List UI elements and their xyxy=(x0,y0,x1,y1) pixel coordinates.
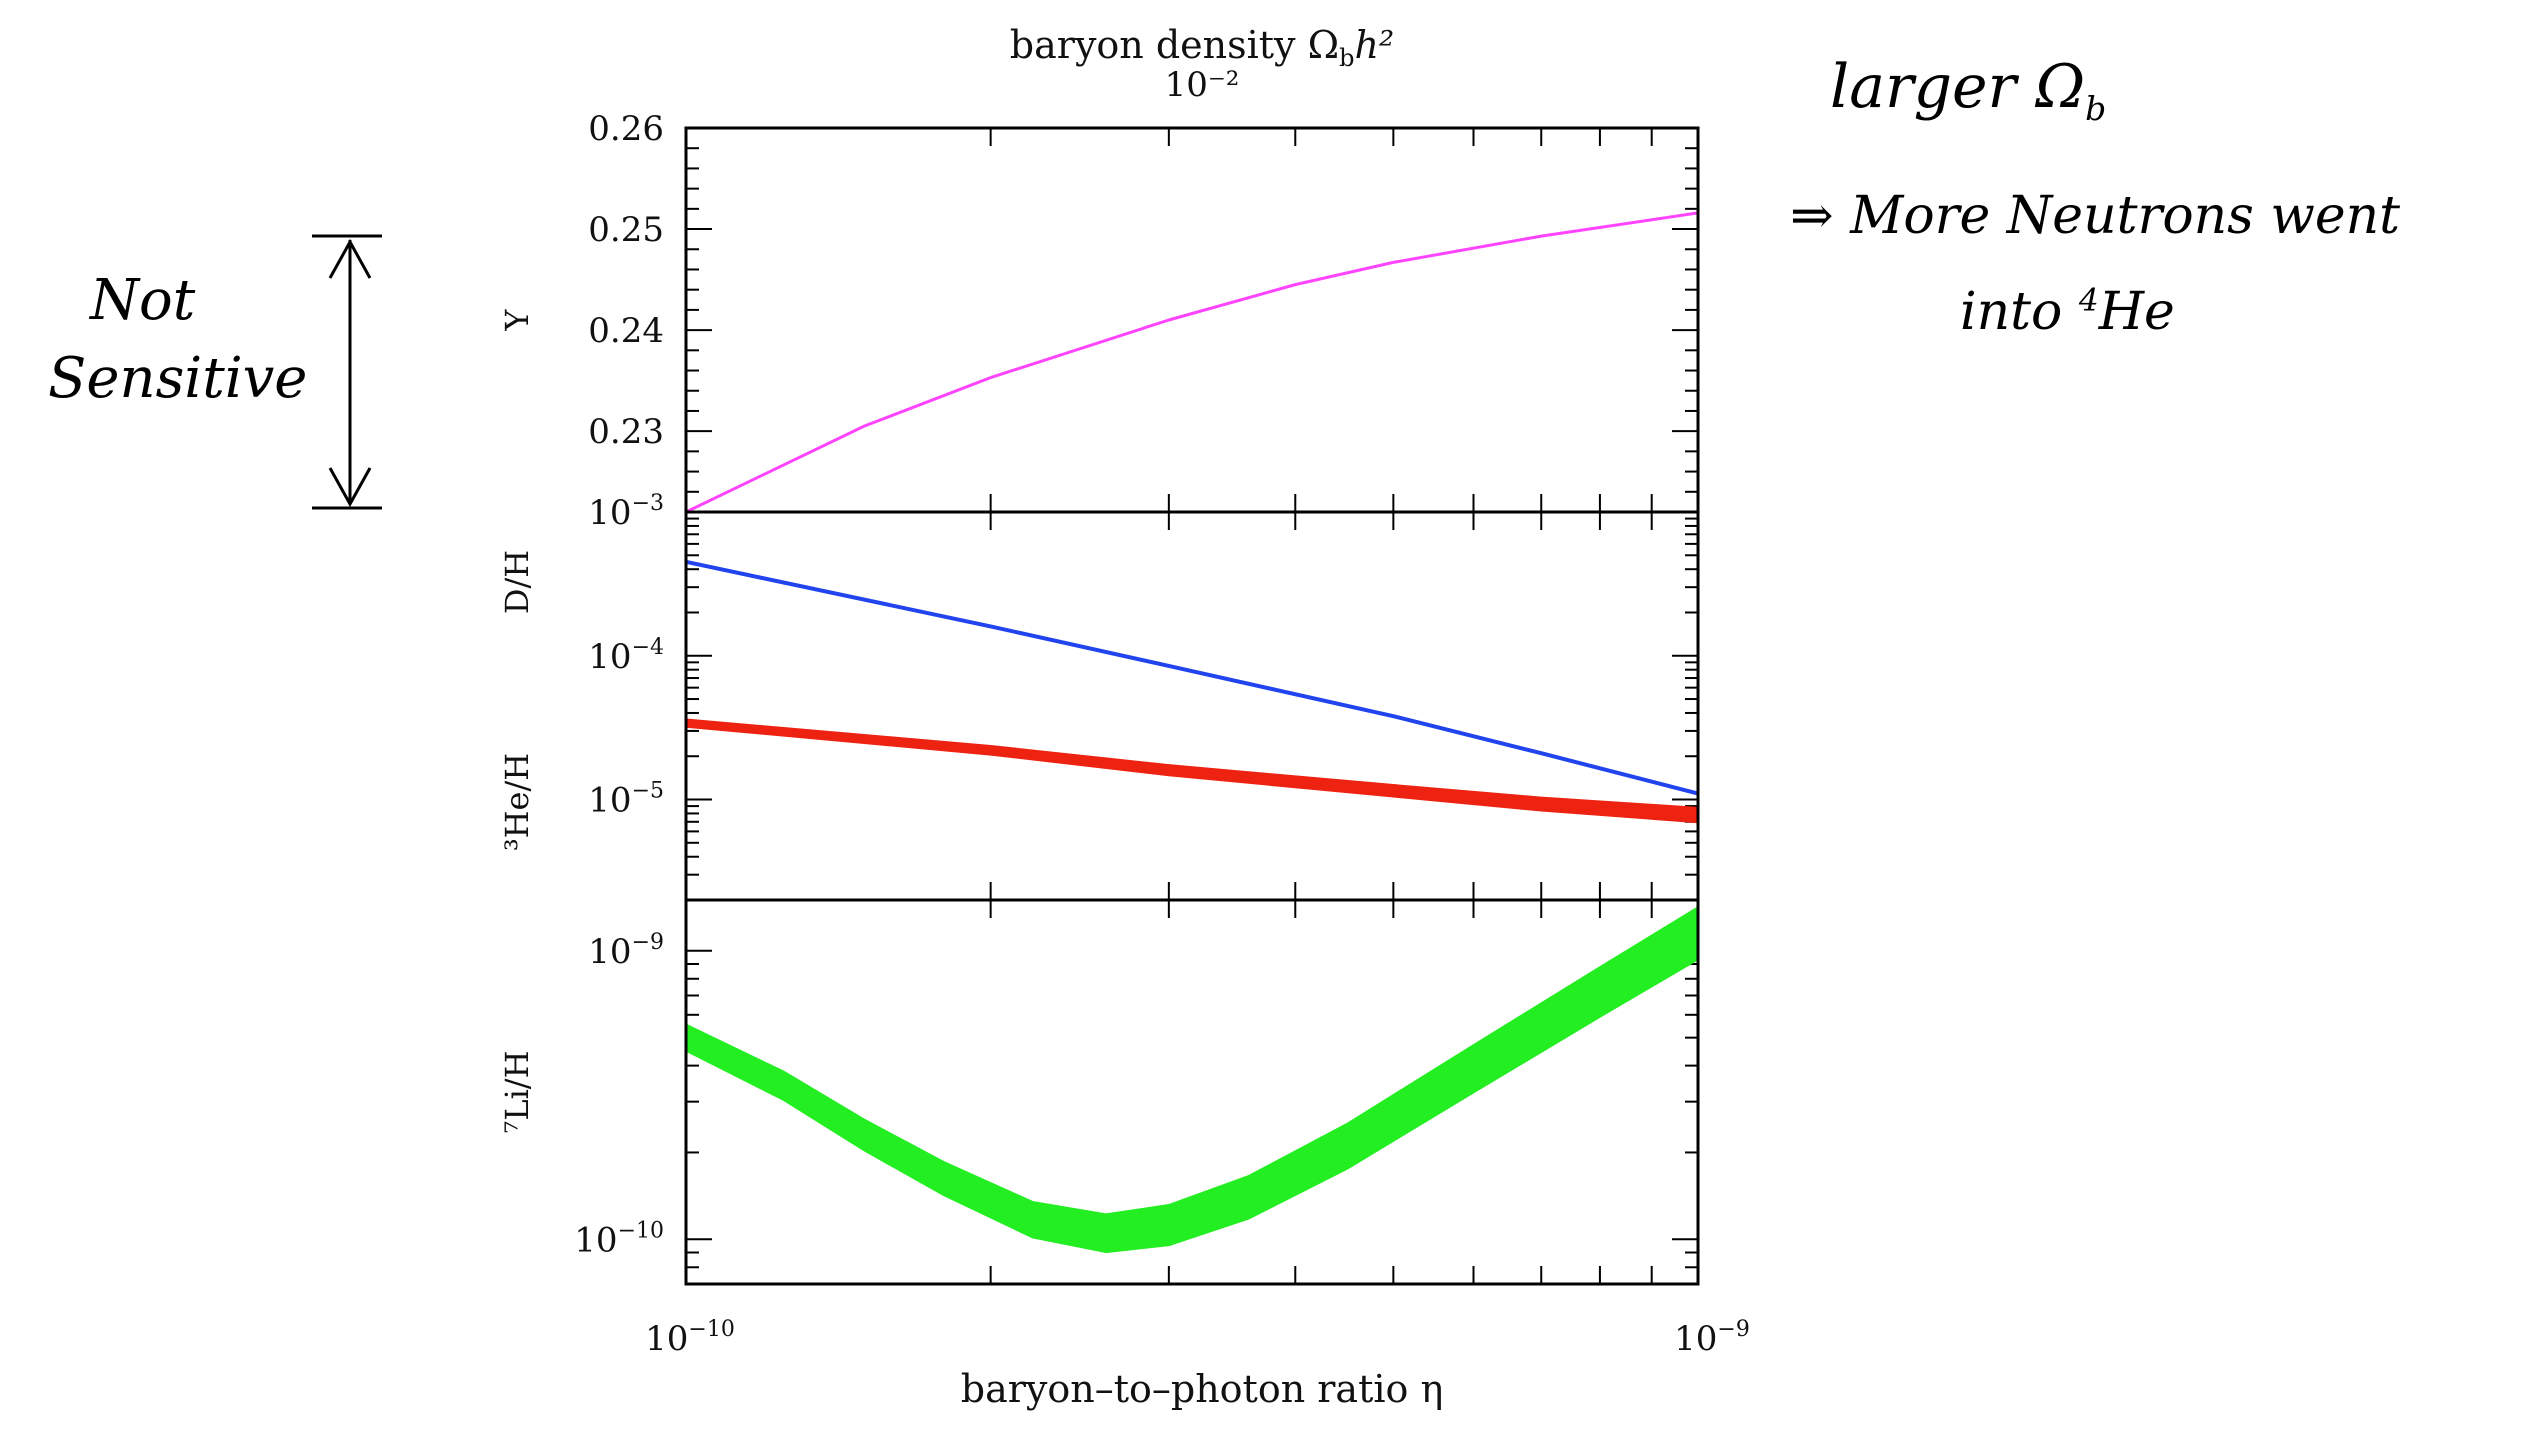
into-helium-note: into 4He xyxy=(1960,282,2175,342)
arrow-head-up xyxy=(328,238,372,279)
into-text: into xyxy=(1960,282,2079,342)
larger-omega-sub: b xyxy=(2085,89,2107,128)
series-layer xyxy=(685,211,1699,1254)
y-tick-label: 10−4 xyxy=(588,635,664,677)
tick-layer xyxy=(686,127,1698,1285)
larger-omega-note: larger Ωb xyxy=(1830,52,2106,128)
frame-layer xyxy=(684,126,1700,1286)
series-line xyxy=(685,211,1699,514)
annotation-layer xyxy=(312,234,382,510)
not-label: Not xyxy=(90,268,196,333)
arrow-head-down xyxy=(328,467,372,508)
panel-ylabel: Y xyxy=(498,309,536,332)
series-line xyxy=(685,932,1699,1235)
panel-frame xyxy=(684,898,1700,1286)
panel-ylabel: D/H xyxy=(498,550,536,614)
y-tick-label: 10−9 xyxy=(588,930,664,972)
series-line xyxy=(685,559,1699,796)
panel-ylabel: ³He/H xyxy=(498,753,536,851)
x-tick-label: 10−10 xyxy=(645,1317,735,1359)
x-tick-label: 10−9 xyxy=(1674,1317,1750,1359)
helium-text: He xyxy=(2098,282,2175,342)
sensitive-label: Sensitive xyxy=(48,346,308,411)
larger-omega-text: larger Ω xyxy=(1830,52,2086,122)
y-tick-label: 0.25 xyxy=(588,210,664,250)
y-tick-label: 10−3 xyxy=(588,491,664,533)
y-tick-label: 10−5 xyxy=(588,779,664,821)
y-tick-label: 0.26 xyxy=(588,109,664,149)
y-tick-label: 10−10 xyxy=(574,1218,664,1260)
y-tick-label: 0.23 xyxy=(588,412,664,452)
more-neutrons-note: ⇒ More Neutrons went xyxy=(1790,186,2400,246)
panel-ylabel: ⁷Li/H xyxy=(498,1051,536,1134)
series-line xyxy=(685,721,1699,818)
more-neutrons-text: ⇒ More Neutrons went xyxy=(1790,186,2401,246)
top-axis-tick-label: 10⁻² xyxy=(1165,65,1240,105)
label-layer: 0.23 0.24 0.25 0.26 Y 10−3 10−4 10−5 D/H ³He/H 10−… xyxy=(498,23,1750,1411)
top-axis-title: baryon density Ωbh² xyxy=(1010,23,1394,72)
x-axis-title: baryon–to–photon ratio η xyxy=(961,1367,1443,1411)
helium-mass-number: 4 xyxy=(2078,282,2099,319)
not-sensitive-note: Not Sensitive xyxy=(48,262,307,418)
panel-frame xyxy=(684,510,1700,902)
panel-frame xyxy=(684,126,1700,514)
y-tick-label: 0.24 xyxy=(588,311,664,351)
series-band xyxy=(685,906,1699,1254)
